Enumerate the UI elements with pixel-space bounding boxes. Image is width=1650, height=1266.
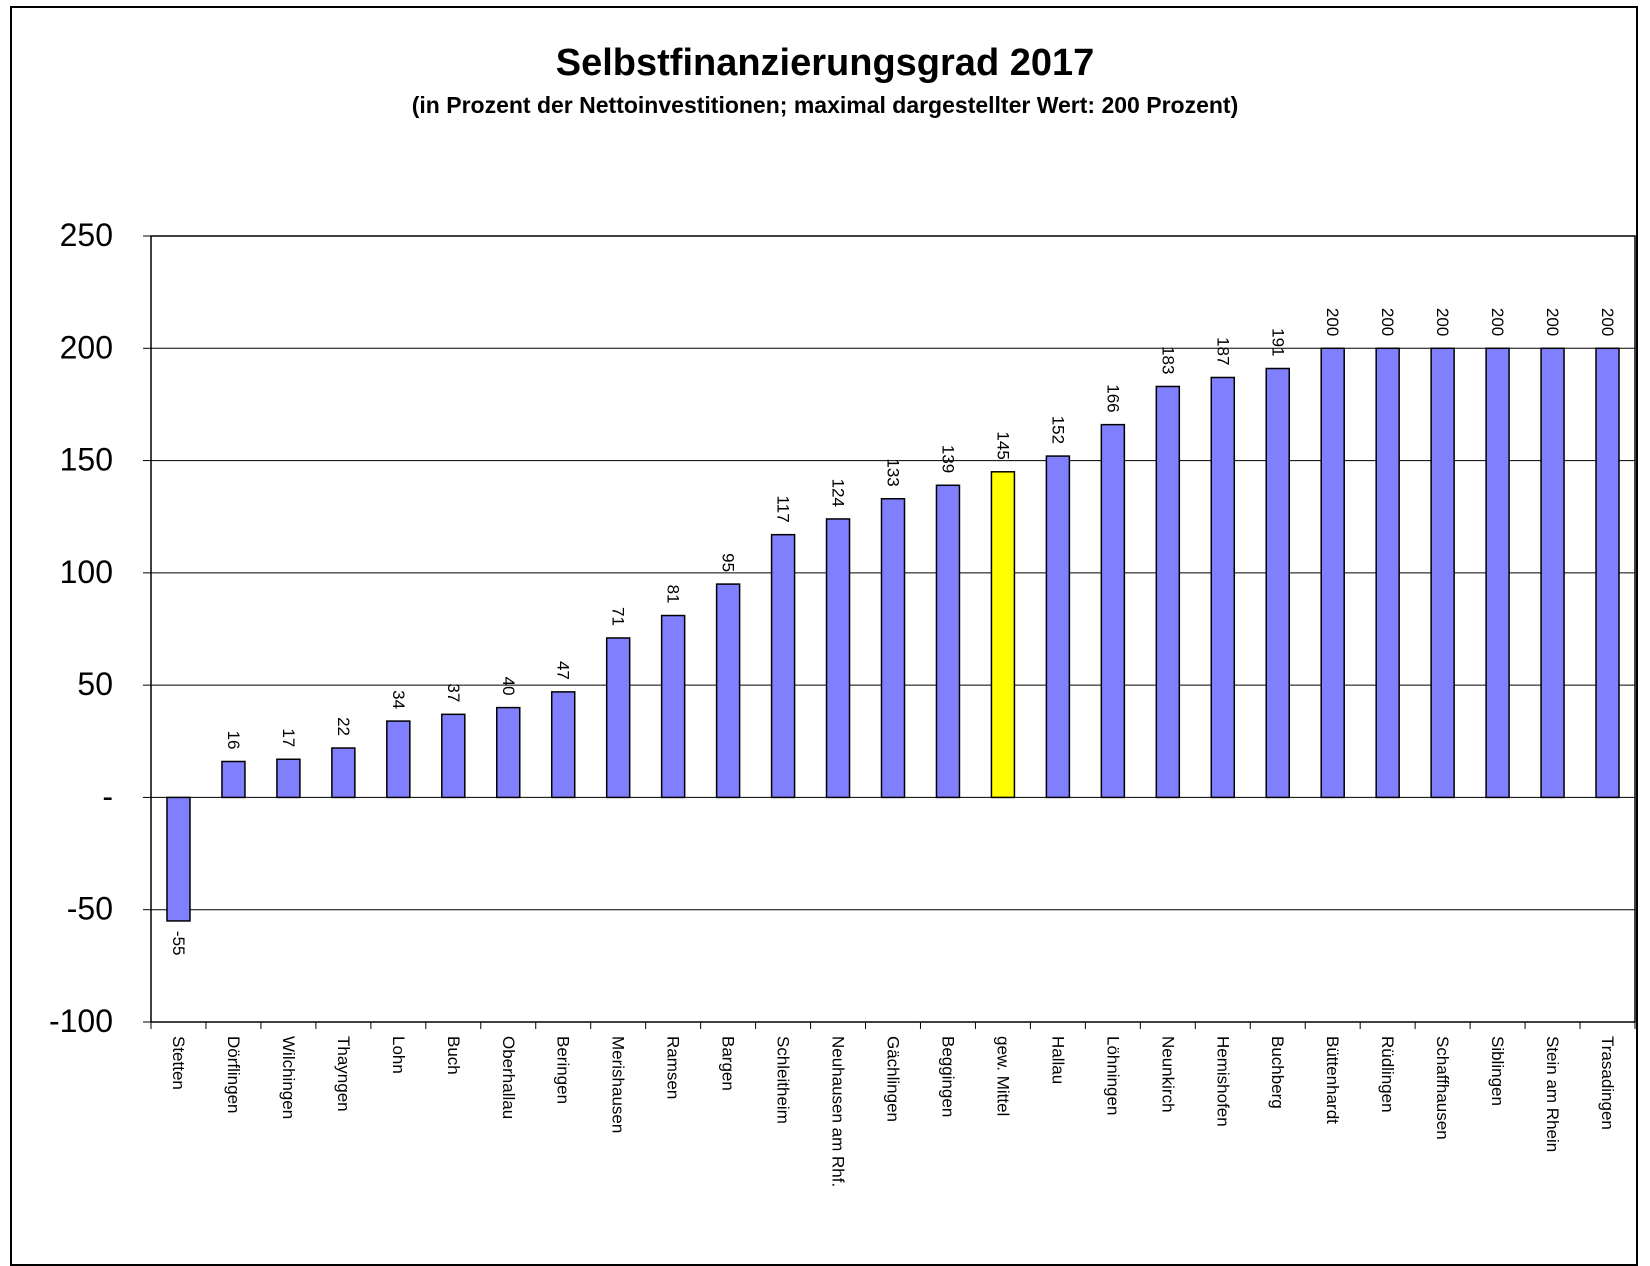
bar: [1375, 347, 1400, 799]
data-label: 124: [829, 479, 848, 507]
y-tick-label: 50: [77, 666, 113, 702]
bar: [1485, 347, 1510, 799]
bar: [935, 484, 961, 799]
bar: [1540, 347, 1565, 799]
x-tick-label: Löhningen: [1103, 1036, 1122, 1115]
bar: [386, 720, 411, 799]
bar: [1430, 347, 1455, 799]
plot-area: [150, 235, 1636, 1023]
x-tick-label: Siblingen: [1488, 1036, 1507, 1106]
x-tick-label: Hemishofen: [1213, 1036, 1232, 1127]
data-label: 117: [774, 496, 793, 523]
x-tick-label: Lohn: [389, 1036, 408, 1074]
data-label: 152: [1048, 416, 1067, 444]
data-label: 16: [224, 731, 243, 750]
x-tick-label: Buch: [444, 1036, 463, 1075]
x-tick-label: Bargen: [719, 1036, 738, 1091]
x-tick-label: gew. Mittel: [993, 1036, 1012, 1116]
bar: [276, 758, 301, 799]
data-label: 187: [1213, 337, 1232, 365]
bar: [1595, 347, 1620, 799]
bar: [1155, 385, 1181, 799]
x-tick-label: Schleitheim: [774, 1036, 793, 1124]
bar: [715, 583, 741, 799]
data-label: 191: [1268, 328, 1287, 356]
data-label: 71: [609, 607, 628, 626]
bar: [1100, 423, 1126, 799]
y-tick-label: 100: [60, 554, 113, 590]
data-label: 40: [499, 677, 518, 696]
data-label: 34: [389, 690, 408, 709]
y-tick-label: 200: [60, 329, 113, 365]
x-tick-label: Ramsen: [664, 1036, 683, 1099]
x-tick-label: Neuhausen am Rhf.: [829, 1036, 848, 1187]
bar: [221, 760, 246, 799]
x-tick-label: Merishausen: [609, 1036, 628, 1133]
chart-title: Selbstfinanzierungsgrad 2017: [555, 42, 1095, 84]
x-tick-label: Beggingen: [938, 1036, 957, 1117]
chart-subtitle: (in Prozent der Nettoinvestitionen; maxi…: [411, 92, 1239, 118]
data-label: 47: [554, 661, 573, 680]
data-label: 133: [884, 458, 903, 486]
data-label: 183: [1158, 346, 1177, 374]
data-label: -55: [169, 931, 188, 956]
x-tick-label: Schaffhausen: [1433, 1036, 1452, 1140]
x-tick-label: Trasadingen: [1598, 1036, 1617, 1130]
bar: [825, 518, 851, 799]
bar: [605, 637, 631, 799]
x-tick-label: Stein am Rhein: [1543, 1036, 1562, 1152]
bar: [441, 713, 466, 799]
bar: [331, 747, 356, 799]
data-label: 37: [444, 683, 463, 702]
x-tick-label: Rüdlingen: [1378, 1036, 1397, 1113]
x-tick-label: Büttenhardt: [1323, 1036, 1342, 1124]
data-label: 145: [993, 431, 1012, 459]
bar: [1265, 367, 1290, 799]
y-tick-label: -100: [49, 1003, 113, 1039]
bar: [1210, 376, 1236, 799]
data-label: 200: [1378, 308, 1397, 336]
x-tick-label: Hallau: [1048, 1036, 1067, 1084]
data-label: 139: [938, 445, 957, 473]
data-label: 17: [279, 728, 298, 747]
bar: [660, 614, 686, 799]
bar: [770, 533, 796, 799]
data-label: 81: [664, 585, 683, 604]
x-tick-label: Beringen: [554, 1036, 573, 1104]
y-tick-label: -: [102, 778, 113, 814]
data-label: 200: [1433, 308, 1452, 336]
bar: [550, 691, 576, 799]
x-tick-label: Thayngen: [334, 1036, 353, 1112]
x-tick-label: Wilchingen: [279, 1036, 298, 1119]
data-label: 166: [1103, 384, 1122, 412]
x-tick-label: Buchberg: [1268, 1036, 1287, 1109]
bar: [1320, 347, 1345, 799]
x-tick-label: Stetten: [169, 1036, 188, 1090]
data-label: 200: [1598, 308, 1617, 336]
bar: [990, 471, 1016, 799]
bar: [1045, 455, 1071, 799]
data-label: 200: [1323, 308, 1342, 336]
x-tick-label: Dörflingen: [224, 1036, 243, 1114]
bar: [166, 796, 191, 922]
y-tick-label: 150: [60, 442, 113, 478]
data-label: 200: [1488, 308, 1507, 336]
bar: [496, 706, 521, 799]
x-tick-label: Oberhallau: [499, 1036, 518, 1119]
data-label: 200: [1543, 308, 1562, 336]
y-tick-label: -50: [67, 891, 113, 927]
bar-chart: -100-50-50100150200250-55Stetten16Dörfli…: [49, 217, 1636, 1187]
x-tick-label: Neunkirch: [1158, 1036, 1177, 1113]
data-label: 22: [334, 717, 353, 736]
data-label: 95: [719, 553, 738, 572]
y-tick-label: 250: [60, 217, 113, 253]
bar: [880, 497, 906, 799]
x-tick-label: Gächlingen: [884, 1036, 903, 1122]
